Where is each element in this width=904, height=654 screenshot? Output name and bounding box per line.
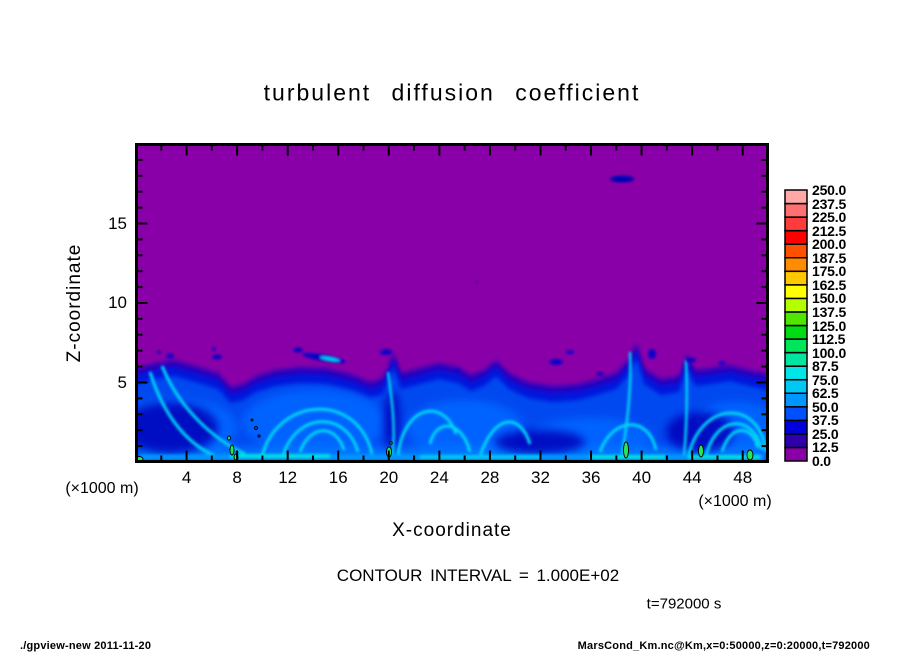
colorbar-cell: [784, 338, 808, 354]
colorbar-cell: [784, 365, 808, 381]
colorbar-cell: [784, 392, 808, 408]
time-label: t=792000 s: [646, 595, 722, 613]
x-axis-factor: (×1000 m): [698, 493, 772, 510]
colorbar-cell: [784, 433, 808, 449]
colorbar-cell: [784, 311, 808, 327]
plot-field: [137, 145, 767, 461]
plot-frame: [135, 143, 769, 463]
cyan-filaments: [140, 351, 767, 460]
colorbar-cell: [784, 270, 808, 286]
colorbar-cell: [784, 257, 808, 273]
contour-interval-label: CONTOUR INTERVAL = 1.000E+02: [336, 566, 620, 585]
colorbar-cell: [784, 189, 808, 205]
colorbar-cell: [784, 406, 808, 422]
x-axis-label: X-coordinate: [392, 520, 512, 541]
colorbar-cell: [784, 202, 808, 218]
colorbar-cell: [784, 284, 808, 300]
colorbar: [784, 189, 808, 462]
colorbar-cell: [784, 419, 808, 435]
colorbar-cell: [784, 243, 808, 259]
colorbar-cell: [784, 351, 808, 367]
y-axis-factor: (×1000 m): [65, 480, 139, 497]
axis-ticks: [137, 145, 767, 461]
chart-title: turbulent diffusion coefficient: [263, 79, 641, 106]
colorbar-cell: [784, 229, 808, 245]
colorbar-cell: [784, 378, 808, 395]
high-value-spots: [137, 418, 754, 461]
detached-patches: [157, 175, 726, 376]
colorbar-cell: [784, 324, 808, 340]
colorbar-cell: [784, 446, 808, 462]
footer-command: ./gpview-new 2011-11-20: [20, 640, 152, 652]
colorbar-cell: [784, 216, 808, 232]
colorbar-cell: [784, 297, 808, 313]
footer-source: MarsCond_Km.nc@Km,x=0:50000,z=0:20000,t=…: [577, 640, 870, 652]
